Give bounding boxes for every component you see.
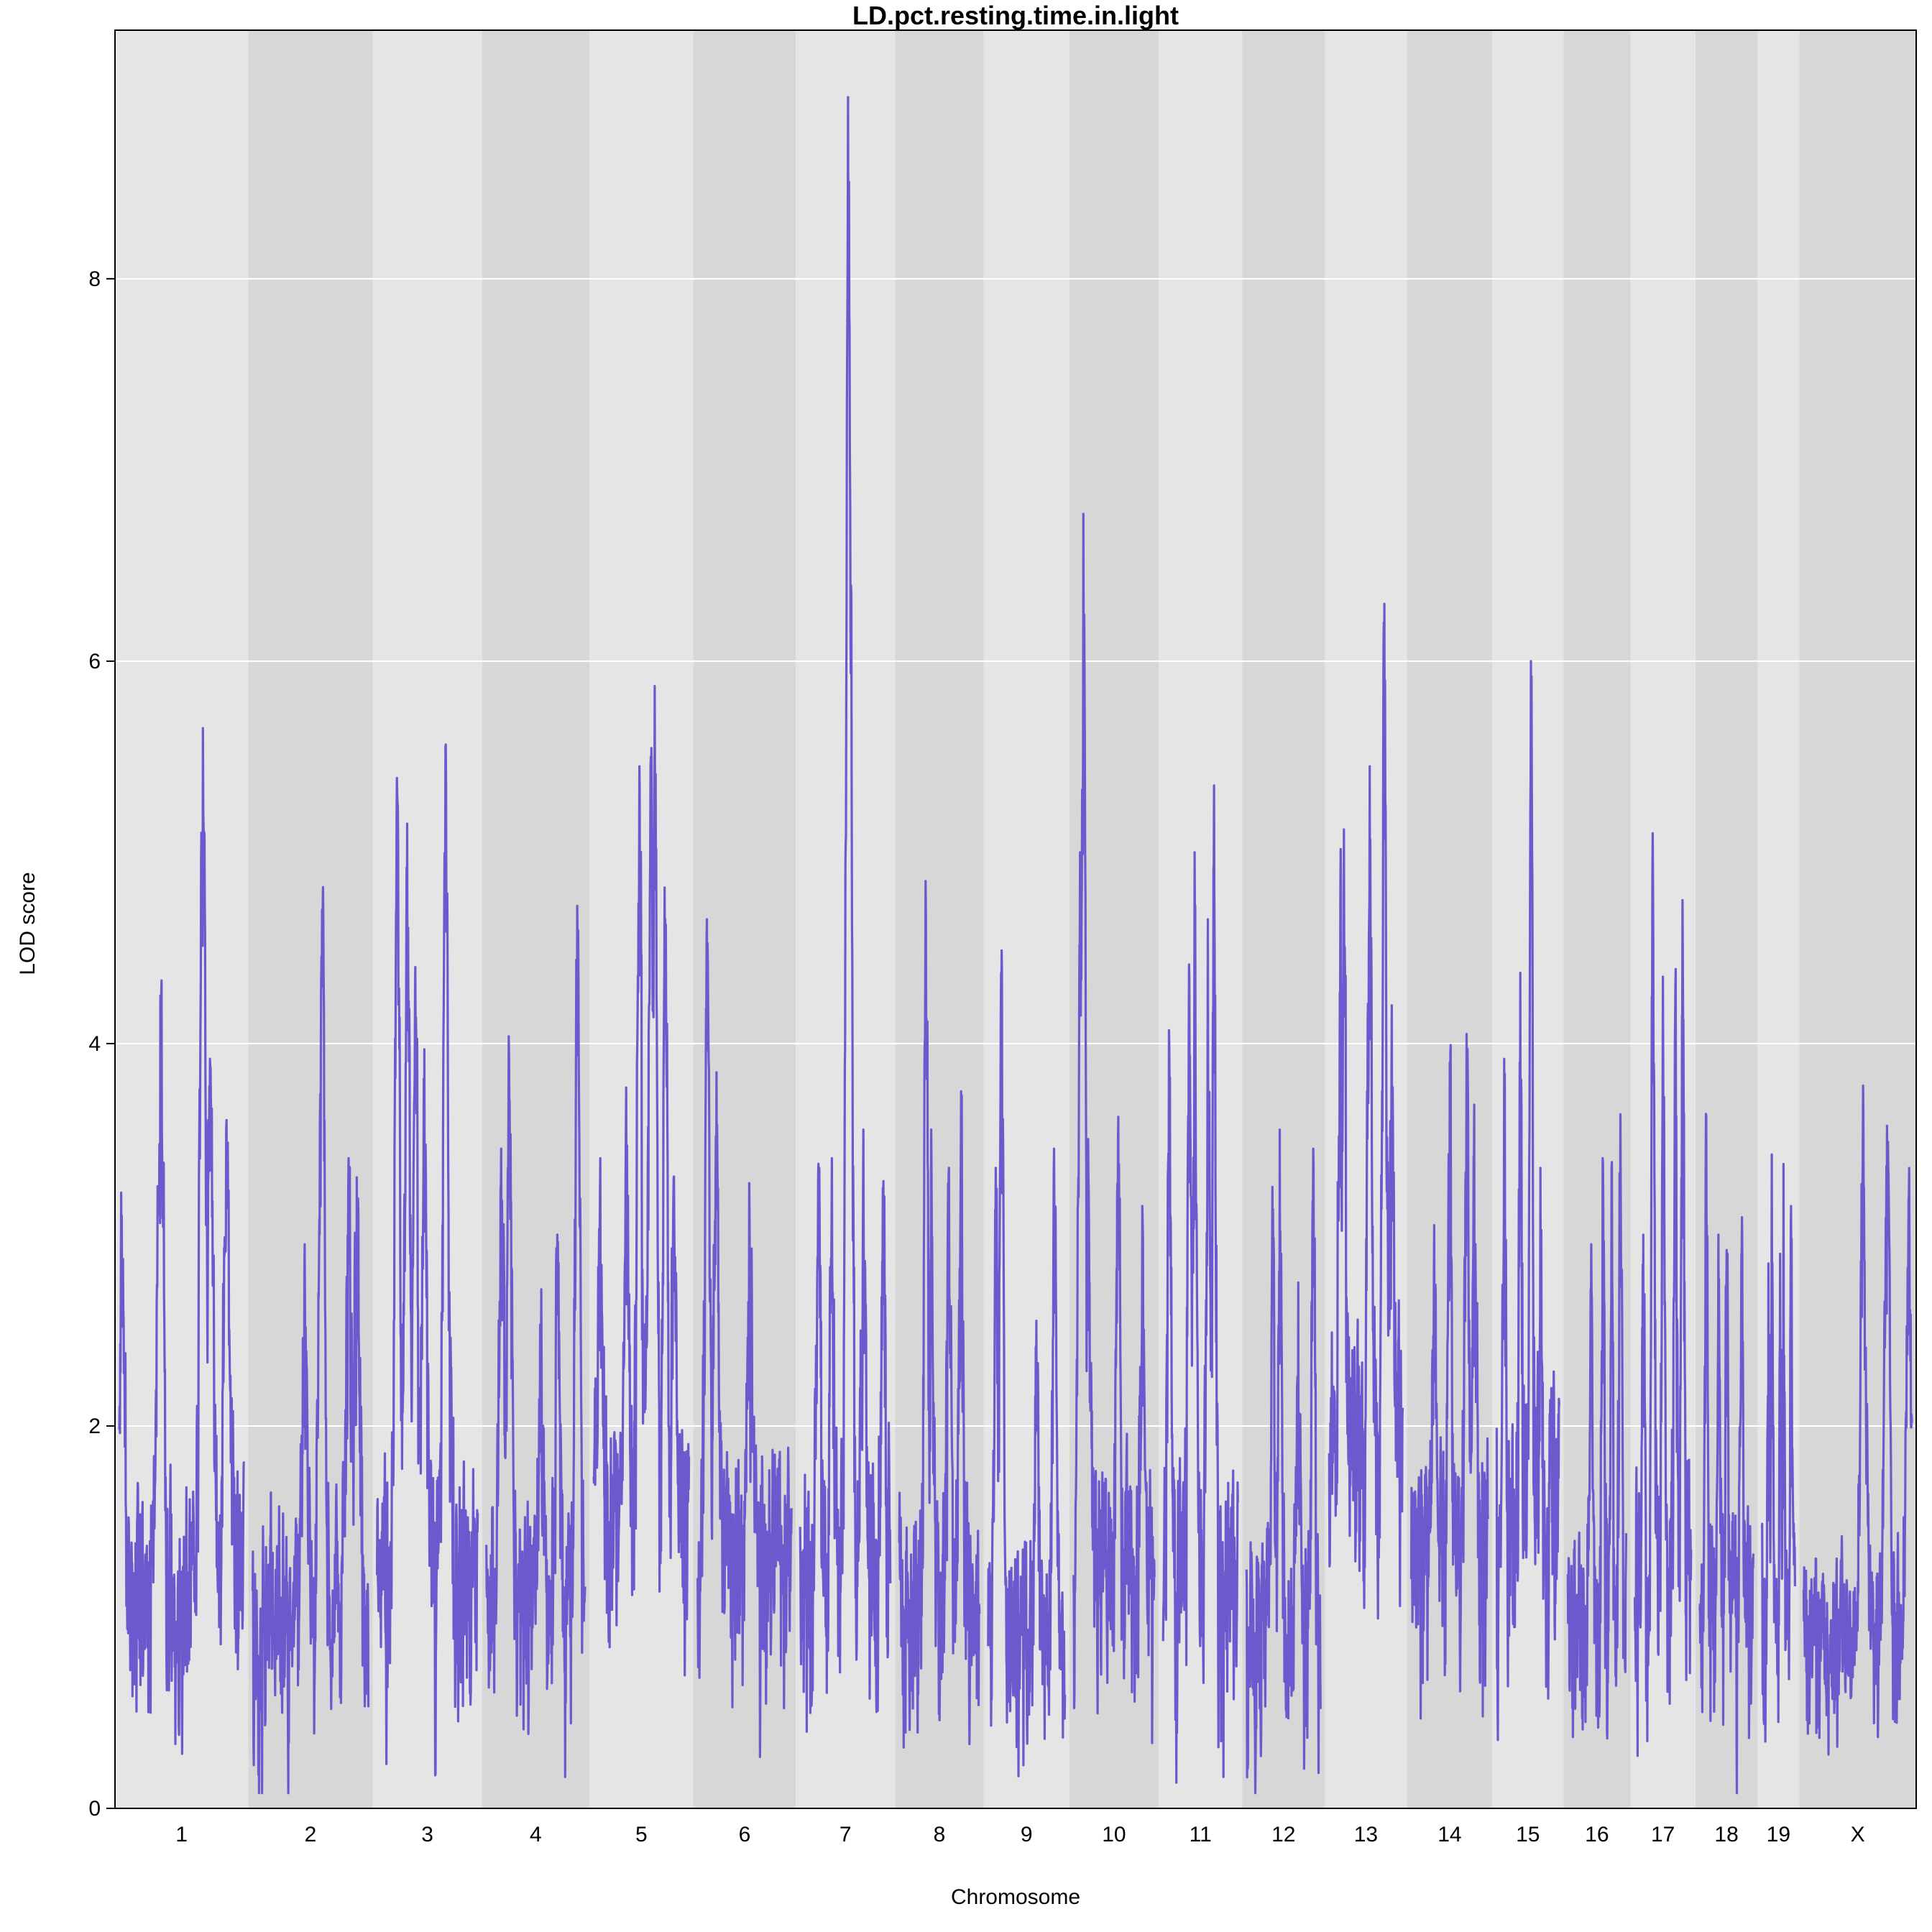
chromosome-band-9 — [983, 30, 1070, 1808]
series-line-chr-9 — [987, 949, 1067, 1777]
x-tick-label-17: 17 — [1651, 1823, 1675, 1846]
series-line-chr-4 — [485, 904, 586, 1778]
series-line-chr-10 — [1072, 512, 1156, 1744]
chromosome-band-8 — [895, 30, 984, 1808]
series-line-chr-12 — [1245, 1128, 1322, 1795]
x-tick-label-11: 11 — [1190, 1823, 1212, 1846]
x-tick-label-10: 10 — [1102, 1823, 1126, 1846]
x-tick-label-19: 19 — [1767, 1823, 1790, 1846]
series-line-chr-18 — [1698, 1113, 1754, 1795]
x-axis-ticks: 1 2 3 4 5 6 7 8 9 10 11 12 13 14 15 16 17 18 19 X — [175, 1823, 1864, 1846]
x-tick-label-3: 3 — [421, 1823, 433, 1846]
x-tick-label-18: 18 — [1714, 1823, 1738, 1846]
x-tick-label-1: 1 — [175, 1823, 188, 1846]
x-tick-label-14: 14 — [1438, 1823, 1461, 1846]
x-tick-label-7: 7 — [840, 1823, 852, 1846]
y-axis-ticks: 0 2 4 6 8 — [88, 267, 115, 1821]
x-tick-label-13: 13 — [1354, 1823, 1378, 1846]
lod-series — [118, 96, 1913, 1795]
y-tick-label-4: 4 — [88, 1032, 101, 1056]
y-tick-label-0: 0 — [88, 1797, 101, 1821]
chromosome-band-1 — [115, 30, 249, 1808]
series-line-chr-6 — [696, 918, 793, 1758]
x-tick-label-2: 2 — [305, 1823, 317, 1846]
series-line-chr-17 — [1633, 832, 1693, 1757]
y-axis-label: LOD score — [16, 872, 40, 975]
series-line-chr-15 — [1495, 660, 1560, 1742]
series-line-chr-16 — [1566, 1113, 1628, 1740]
series-line-chr-14 — [1409, 1033, 1489, 1720]
x-tick-label-5: 5 — [635, 1823, 648, 1846]
series-line-chr-8 — [898, 880, 981, 1749]
x-tick-label-X: X — [1851, 1823, 1865, 1846]
y-tick-label-8: 8 — [88, 267, 101, 291]
series-line-chr-19 — [1760, 1153, 1796, 1743]
x-tick-label-12: 12 — [1271, 1823, 1295, 1846]
series-line-chr-1 — [118, 727, 246, 1755]
y-tick-label-6: 6 — [88, 650, 101, 673]
series-line-chr-3 — [375, 743, 479, 1777]
series-line-chr-2 — [251, 886, 370, 1795]
y-tick-label-2: 2 — [88, 1414, 101, 1438]
x-tick-label-16: 16 — [1585, 1823, 1609, 1846]
x-tick-label-4: 4 — [530, 1823, 542, 1846]
plot-frame — [114, 29, 1917, 1809]
series-line-chr-X — [1802, 1084, 1913, 1756]
series-line-chr-5 — [592, 684, 691, 1677]
series-line-chr-13 — [1328, 602, 1404, 1620]
series-line-chr-7 — [799, 96, 892, 1733]
x-tick-label-15: 15 — [1516, 1823, 1540, 1846]
chart-title: LD.pct.resting.time.in.light — [852, 1, 1179, 30]
x-tick-label-9: 9 — [1021, 1823, 1033, 1846]
series-line-chr-11 — [1162, 784, 1239, 1784]
x-tick-label-8: 8 — [934, 1823, 946, 1846]
x-axis-label: Chromosome — [951, 1885, 1080, 1909]
x-tick-label-6: 6 — [739, 1823, 751, 1846]
